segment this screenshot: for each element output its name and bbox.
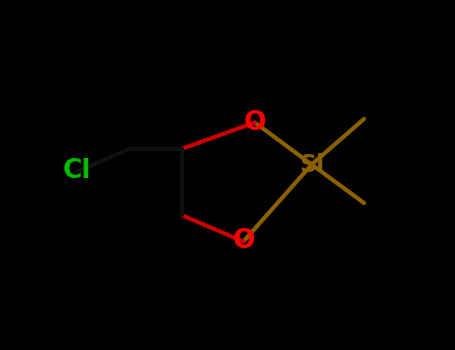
Text: Cl: Cl	[63, 159, 91, 184]
Text: O: O	[232, 229, 255, 254]
Text: O: O	[243, 110, 266, 135]
Text: Si: Si	[299, 153, 324, 176]
